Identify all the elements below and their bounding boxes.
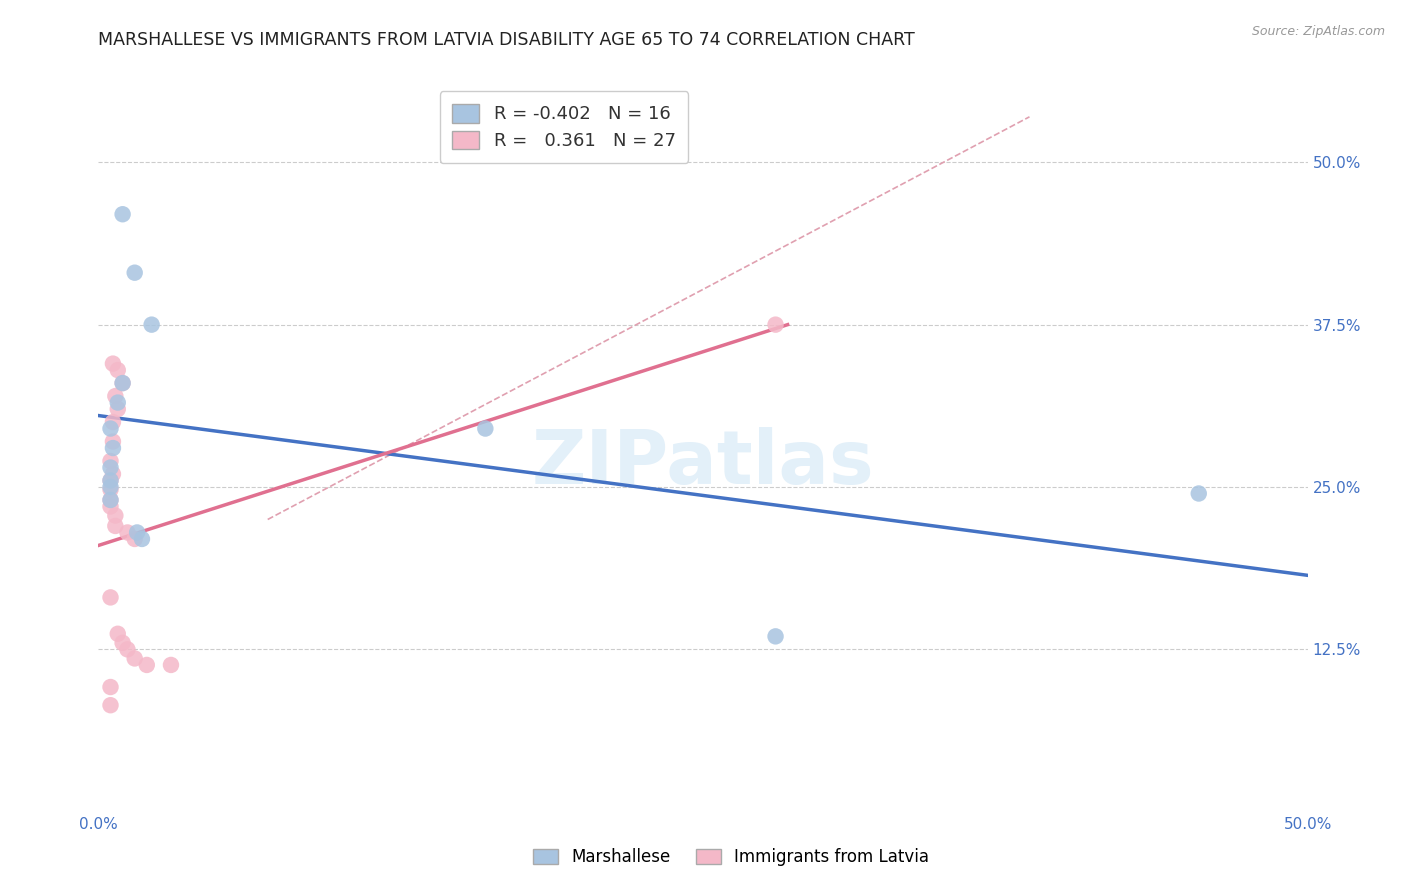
- Point: [100, 698, 122, 713]
- Point: [101, 467, 124, 481]
- Point: [117, 525, 139, 540]
- Point: [107, 395, 129, 409]
- Point: [107, 402, 129, 417]
- Point: [104, 519, 127, 533]
- Point: [111, 636, 134, 650]
- Point: [474, 421, 496, 435]
- Point: [101, 441, 124, 455]
- Point: [100, 500, 122, 514]
- Text: ZIPatlas: ZIPatlas: [531, 427, 875, 500]
- Legend: Marshallese, Immigrants from Latvia: Marshallese, Immigrants from Latvia: [526, 842, 936, 873]
- Point: [100, 421, 122, 435]
- Point: [100, 454, 122, 468]
- Point: [101, 357, 124, 371]
- Point: [765, 318, 787, 332]
- Point: [124, 651, 146, 665]
- Legend: R = -0.402   N = 16, R =   0.361   N = 27: R = -0.402 N = 16, R = 0.361 N = 27: [440, 92, 689, 162]
- Point: [100, 680, 122, 694]
- Point: [127, 525, 149, 540]
- Point: [104, 508, 127, 523]
- Text: MARSHALLESE VS IMMIGRANTS FROM LATVIA DISABILITY AGE 65 TO 74 CORRELATION CHART: MARSHALLESE VS IMMIGRANTS FROM LATVIA DI…: [98, 31, 915, 49]
- Point: [124, 266, 146, 280]
- Point: [131, 532, 153, 546]
- Point: [111, 207, 134, 221]
- Point: [101, 415, 124, 429]
- Point: [107, 363, 129, 377]
- Point: [100, 474, 122, 488]
- Point: [124, 532, 146, 546]
- Point: [100, 460, 122, 475]
- Point: [100, 493, 122, 508]
- Point: [101, 434, 124, 449]
- Point: [160, 657, 183, 672]
- Point: [100, 483, 122, 497]
- Point: [100, 474, 122, 488]
- Point: [117, 642, 139, 657]
- Point: [111, 376, 134, 390]
- Point: [135, 657, 157, 672]
- Point: [1188, 486, 1211, 500]
- Text: Source: ZipAtlas.com: Source: ZipAtlas.com: [1251, 25, 1385, 38]
- Point: [100, 480, 122, 494]
- Point: [765, 629, 787, 643]
- Point: [107, 627, 129, 641]
- Point: [141, 318, 163, 332]
- Point: [111, 376, 134, 390]
- Point: [100, 493, 122, 508]
- Point: [100, 591, 122, 605]
- Point: [104, 389, 127, 403]
